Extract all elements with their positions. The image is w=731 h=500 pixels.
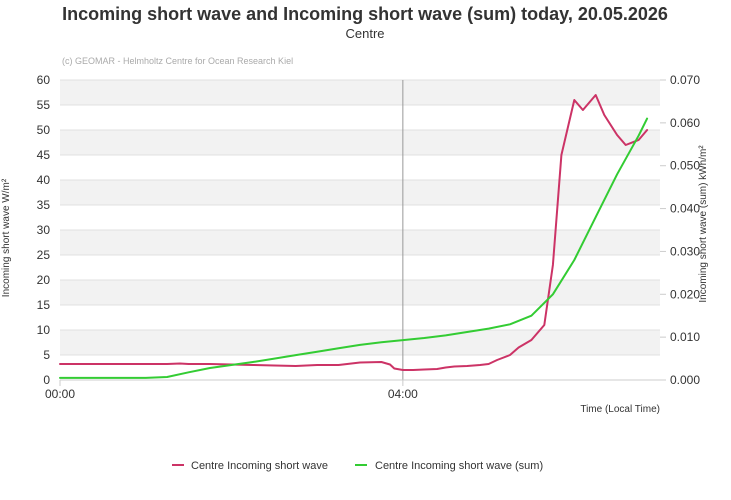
left-axis-ticks: 0 5 10 15 20 25 30 35 40 45 50 55 60	[37, 73, 51, 387]
legend-label-shortwave-sum[interactable]: Centre Incoming short wave (sum)	[375, 460, 543, 472]
legend: Centre Incoming short wave Centre Incomi…	[172, 460, 543, 472]
plot-band	[60, 280, 660, 305]
y-left-tick-label: 55	[37, 98, 51, 112]
y-right-tick-label: 0.030	[670, 244, 700, 258]
x-axis-label: Time (Local Time)	[580, 404, 660, 415]
plot-band	[60, 305, 660, 330]
y-left-tick-label: 10	[37, 323, 51, 337]
y-right-tick-label: 0.010	[670, 330, 700, 344]
y-right-tick-label: 0.070	[670, 73, 700, 87]
y-left-tick-label: 15	[37, 298, 51, 312]
y-right-tick-label: 0.040	[670, 202, 700, 216]
y-axis-right-label: Incoming short wave (sum) kWh/m²	[698, 145, 709, 303]
plot-band	[60, 330, 660, 355]
plot-band	[60, 155, 660, 180]
series-layer	[59, 94, 649, 379]
chart-subtitle: Centre	[345, 26, 384, 41]
plot-band	[60, 355, 660, 380]
y-right-tick-label: 0.020	[670, 287, 700, 301]
y-left-tick-label: 20	[37, 273, 51, 287]
plot-band	[60, 205, 660, 230]
y-right-tick-label: 0.050	[670, 159, 700, 173]
y-left-tick-label: 50	[37, 123, 51, 137]
y-left-tick-label: 45	[37, 148, 51, 162]
plot-band	[60, 80, 660, 105]
x-tick-label: 00:00	[45, 387, 75, 401]
plot-band	[60, 255, 660, 280]
plot-band	[60, 130, 660, 155]
y-axis-left-label: Incoming short wave W/m²	[1, 178, 12, 297]
plot-band	[60, 180, 660, 205]
y-left-tick-label: 5	[43, 348, 50, 362]
y-left-tick-label: 30	[37, 223, 51, 237]
y-left-tick-label: 60	[37, 73, 51, 87]
right-axis-ticks: 0.000 0.010 0.020 0.030 0.040 0.050 0.060 0.070	[660, 73, 700, 387]
series-line-shortwave	[59, 94, 649, 371]
y-left-tick-label: 0	[43, 373, 50, 387]
chart-title: Incoming short wave and Incoming short w…	[62, 4, 668, 24]
credit-text: (c) GEOMAR - Helmholtz Centre for Ocean …	[62, 56, 293, 66]
plot-band	[60, 105, 660, 130]
y-left-tick-label: 25	[37, 248, 51, 262]
legend-label-shortwave[interactable]: Centre Incoming short wave	[191, 460, 328, 472]
y-right-tick-label: 0.060	[670, 116, 700, 130]
plot-band	[60, 230, 660, 255]
y-right-tick-label: 0.000	[670, 373, 700, 387]
x-tick-label: 04:00	[388, 387, 418, 401]
y-left-tick-label: 40	[37, 173, 51, 187]
series-line-shortwave-sum	[59, 117, 649, 379]
x-axis-ticks: 00:00 04:00	[45, 379, 660, 401]
y-left-tick-label: 35	[37, 198, 51, 212]
